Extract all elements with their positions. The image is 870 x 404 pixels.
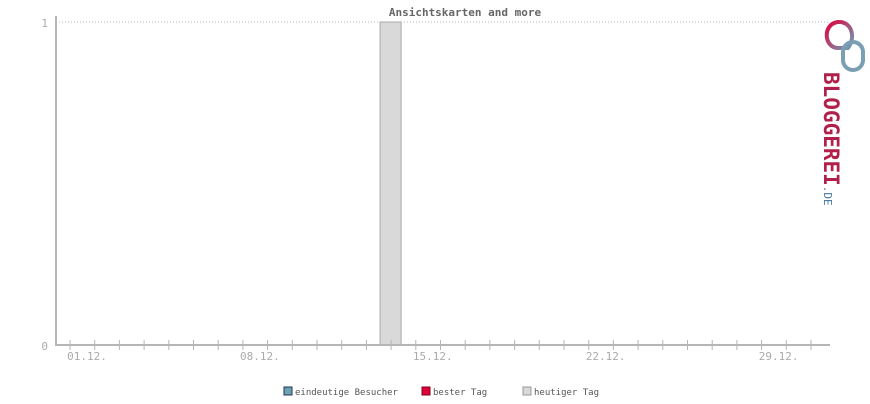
logo-link-icon: [841, 40, 865, 72]
chart-title: Ansichtskarten and more: [389, 6, 542, 19]
legend-swatch-unique-visitors: [283, 386, 293, 396]
bloggerei-logo: BLOGGEREI.DE: [819, 20, 865, 206]
legend: eindeutige Besucher bester Tag heutiger …: [283, 386, 599, 398]
bar-today: [379, 21, 402, 346]
legend-label: bester Tag: [433, 388, 487, 398]
legend-label: eindeutige Besucher: [295, 388, 399, 398]
x-tick-label: 01.12.: [67, 350, 107, 363]
x-tick-label: 08.12.: [240, 350, 280, 363]
y-tick-label: 0: [41, 340, 48, 353]
x-tick-label: 29.12.: [759, 350, 799, 363]
x-tick-label: 22.12.: [586, 350, 626, 363]
y-tick-label: 1: [41, 17, 48, 30]
legend-label: heutiger Tag: [534, 388, 599, 398]
logo-text: BLOGGEREI.DE: [819, 72, 843, 206]
legend-swatch-today: [522, 386, 532, 396]
x-tick-label: 15.12.: [413, 350, 453, 363]
legend-swatch-best-day: [421, 386, 431, 396]
